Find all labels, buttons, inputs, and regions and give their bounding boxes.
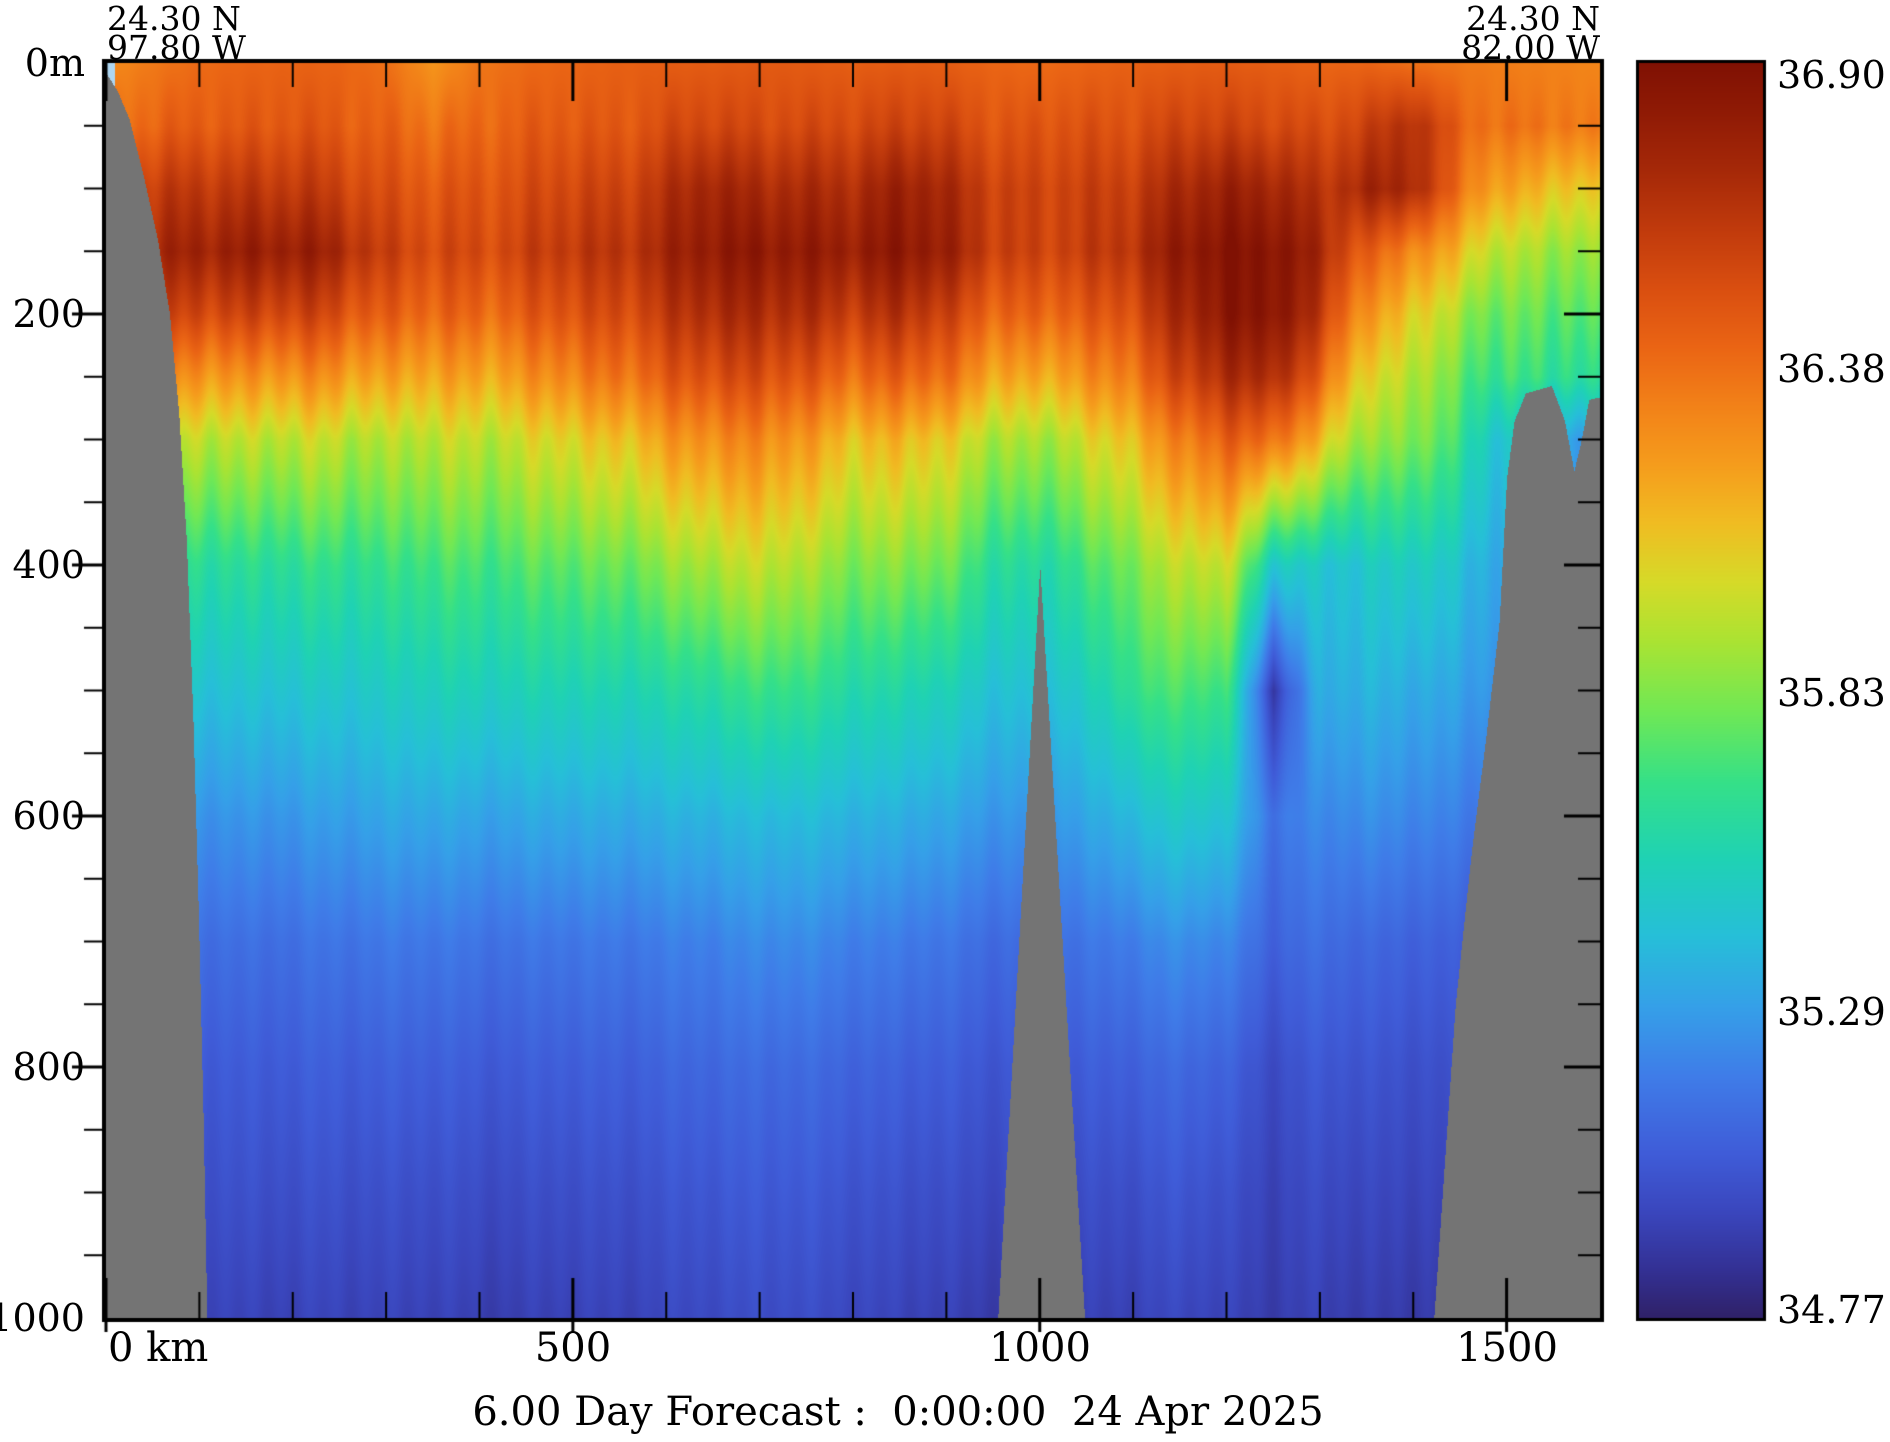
depth-tick-200: 200 [12, 292, 85, 336]
colorbar-tick-min: 34.77 [1777, 1288, 1886, 1332]
distance-tick-500: 500 [534, 1325, 612, 1371]
colorbar-tick-2: 36.38 [1777, 347, 1886, 391]
section-end-latitude: 24.30 N [1466, 0, 1600, 38]
colorbar-tick-max: 36.90 [1777, 53, 1886, 97]
colorbar-tick-4: 35.29 [1777, 990, 1886, 1034]
depth-tick-400: 400 [12, 543, 85, 587]
depth-tick-800: 800 [12, 1045, 85, 1089]
depth-tick-0m: 0m [24, 41, 85, 85]
depth-tick-600: 600 [12, 794, 85, 838]
distance-tick-1500: 1500 [1456, 1325, 1558, 1371]
section-end-longitude: 82.00 W [1461, 28, 1600, 67]
distance-tick-1000: 1000 [989, 1325, 1091, 1371]
figure-title: 6.00 Day Forecast : 0:00:00 24 Apr 2025 [472, 1389, 1324, 1435]
section-start-latitude: 24.30 N [107, 0, 241, 38]
section-start-longitude: 97.80 W [107, 28, 246, 67]
distance-tick-0km: 0 km [108, 1325, 209, 1371]
colorbar-tick-3: 35.83 [1777, 671, 1886, 715]
depth-tick-1000: 1000 [0, 1296, 85, 1340]
